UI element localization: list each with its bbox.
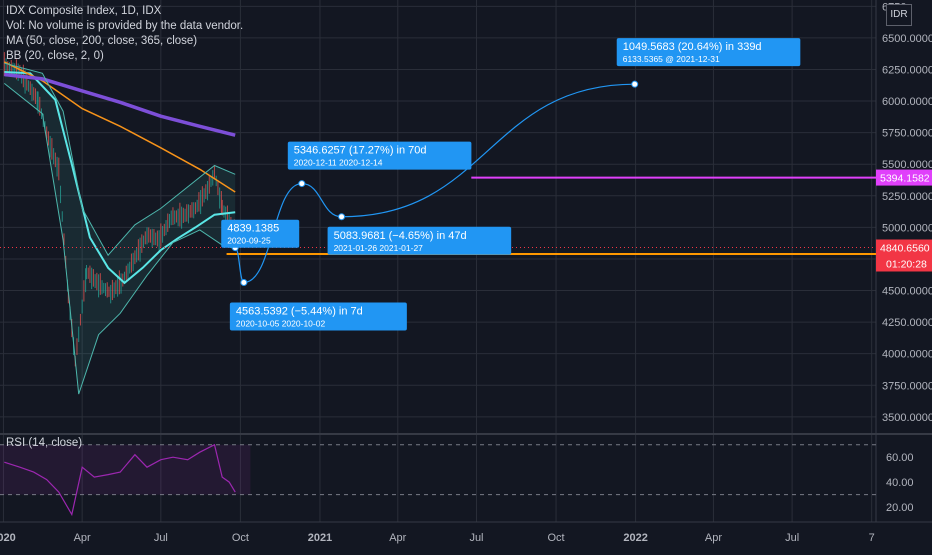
indicator-bb-upper: [4, 62, 236, 257]
legend-ma[interactable]: MA (50, close, 200, close, 365, close): [6, 35, 198, 47]
legend-volume: Vol: No volume is provided by the data v…: [6, 20, 244, 32]
forecast-point: [298, 180, 306, 188]
callout-box: [287, 141, 472, 170]
price-tag: 4840.6560: [876, 239, 932, 256]
price-tag-box: [876, 239, 932, 256]
price-tick-label: 6250.0000: [882, 64, 932, 76]
price-tag: 5394.1582: [876, 169, 932, 186]
time-tick-label: Jul: [154, 532, 168, 544]
price-tick-label: 4250.0000: [882, 317, 932, 329]
indicator-bb-lower: [3, 83, 236, 395]
indicator-ma-365: [4, 72, 236, 137]
price-tag-label: 4840.6560: [880, 242, 930, 254]
indicator-ma-200: [3, 61, 236, 193]
price-tick-label: 5750.0000: [882, 128, 932, 140]
price-tick-label: 3750.0000: [882, 380, 932, 392]
callout-date: 2020-09-25: [227, 236, 271, 246]
callout-box: [616, 38, 801, 67]
callout-date: 2020-10-05 2020-10-02: [236, 319, 326, 329]
time-tick-label: Jul: [469, 532, 483, 544]
price-tick-label: 3500.0000: [882, 412, 932, 424]
forecast-point: [338, 213, 346, 221]
rsi-line: [4, 443, 236, 517]
indicator-ma-50: [4, 71, 236, 285]
callout-text: 5346.6257 (17.27%) in 70d: [294, 145, 427, 157]
time-tick-label: 2020: [0, 532, 16, 544]
legend: IDX Composite Index, 1D, IDX Vol: No vol…: [6, 4, 243, 64]
time-tick-label: Jul: [785, 532, 799, 544]
callout-date: 6133.5365 @ 2021-12-31: [623, 54, 720, 64]
bollinger-band-fill: [4, 63, 236, 395]
price-tag-box: [876, 169, 932, 186]
rsi-band-fill: [0, 444, 251, 495]
callout-text: 5083.9681 (−4.65%) in 47d: [334, 230, 467, 242]
callout-box: [327, 226, 512, 255]
rsi-legend[interactable]: RSI (14, close): [6, 437, 83, 449]
price-tick-label: 4000.0000: [882, 349, 932, 361]
rsi-tick-label: 40.00: [886, 477, 914, 489]
countdown-label: 01:20:28: [886, 258, 927, 270]
callout-text: 4563.5392 (−5.44%) in 7d: [236, 306, 363, 318]
price-tick-label: 6500.0000: [882, 33, 932, 45]
callout-box: [221, 219, 300, 248]
price-tick-label: 5500.0000: [882, 159, 932, 171]
time-tick-label: Oct: [547, 532, 564, 544]
time-tick-label: Apr: [705, 532, 722, 544]
forecast-point: [631, 80, 639, 88]
price-tick-label: 5000.0000: [882, 222, 932, 234]
time-tick-label: 7: [869, 532, 875, 544]
time-tick-label: Apr: [74, 532, 91, 544]
callout-date: 2020-12-11 2020-12-14: [294, 158, 383, 168]
chart-title: IDX Composite Index, 1D, IDX: [6, 5, 162, 17]
countdown-box: [876, 255, 932, 272]
time-tick-label: Apr: [389, 532, 406, 544]
callout-text: 1049.5683 (20.64%) in 339d: [623, 41, 762, 53]
rsi-tick-label: 60.00: [886, 452, 914, 464]
time-tick-label: Oct: [232, 532, 249, 544]
time-tick-label: 2022: [623, 532, 647, 544]
price-tick-label: 5250.0000: [882, 191, 932, 203]
currency-badge: IDR: [886, 4, 912, 26]
price-tag-label: 5394.1582: [880, 173, 930, 185]
legend-bb[interactable]: BB (20, close, 2, 0): [6, 50, 104, 62]
callout-box: [229, 302, 407, 331]
rsi-tick-label: 20.00: [886, 502, 914, 514]
time-tick-label: 2021: [308, 532, 332, 544]
callout-text: 4839.1385: [227, 223, 279, 235]
price-tick-label: 4500.0000: [882, 286, 932, 298]
callout-date: 2021-01-26 2021-01-27: [334, 243, 424, 253]
forecast-point: [240, 279, 248, 287]
price-tick-label: 6000.0000: [882, 96, 932, 108]
